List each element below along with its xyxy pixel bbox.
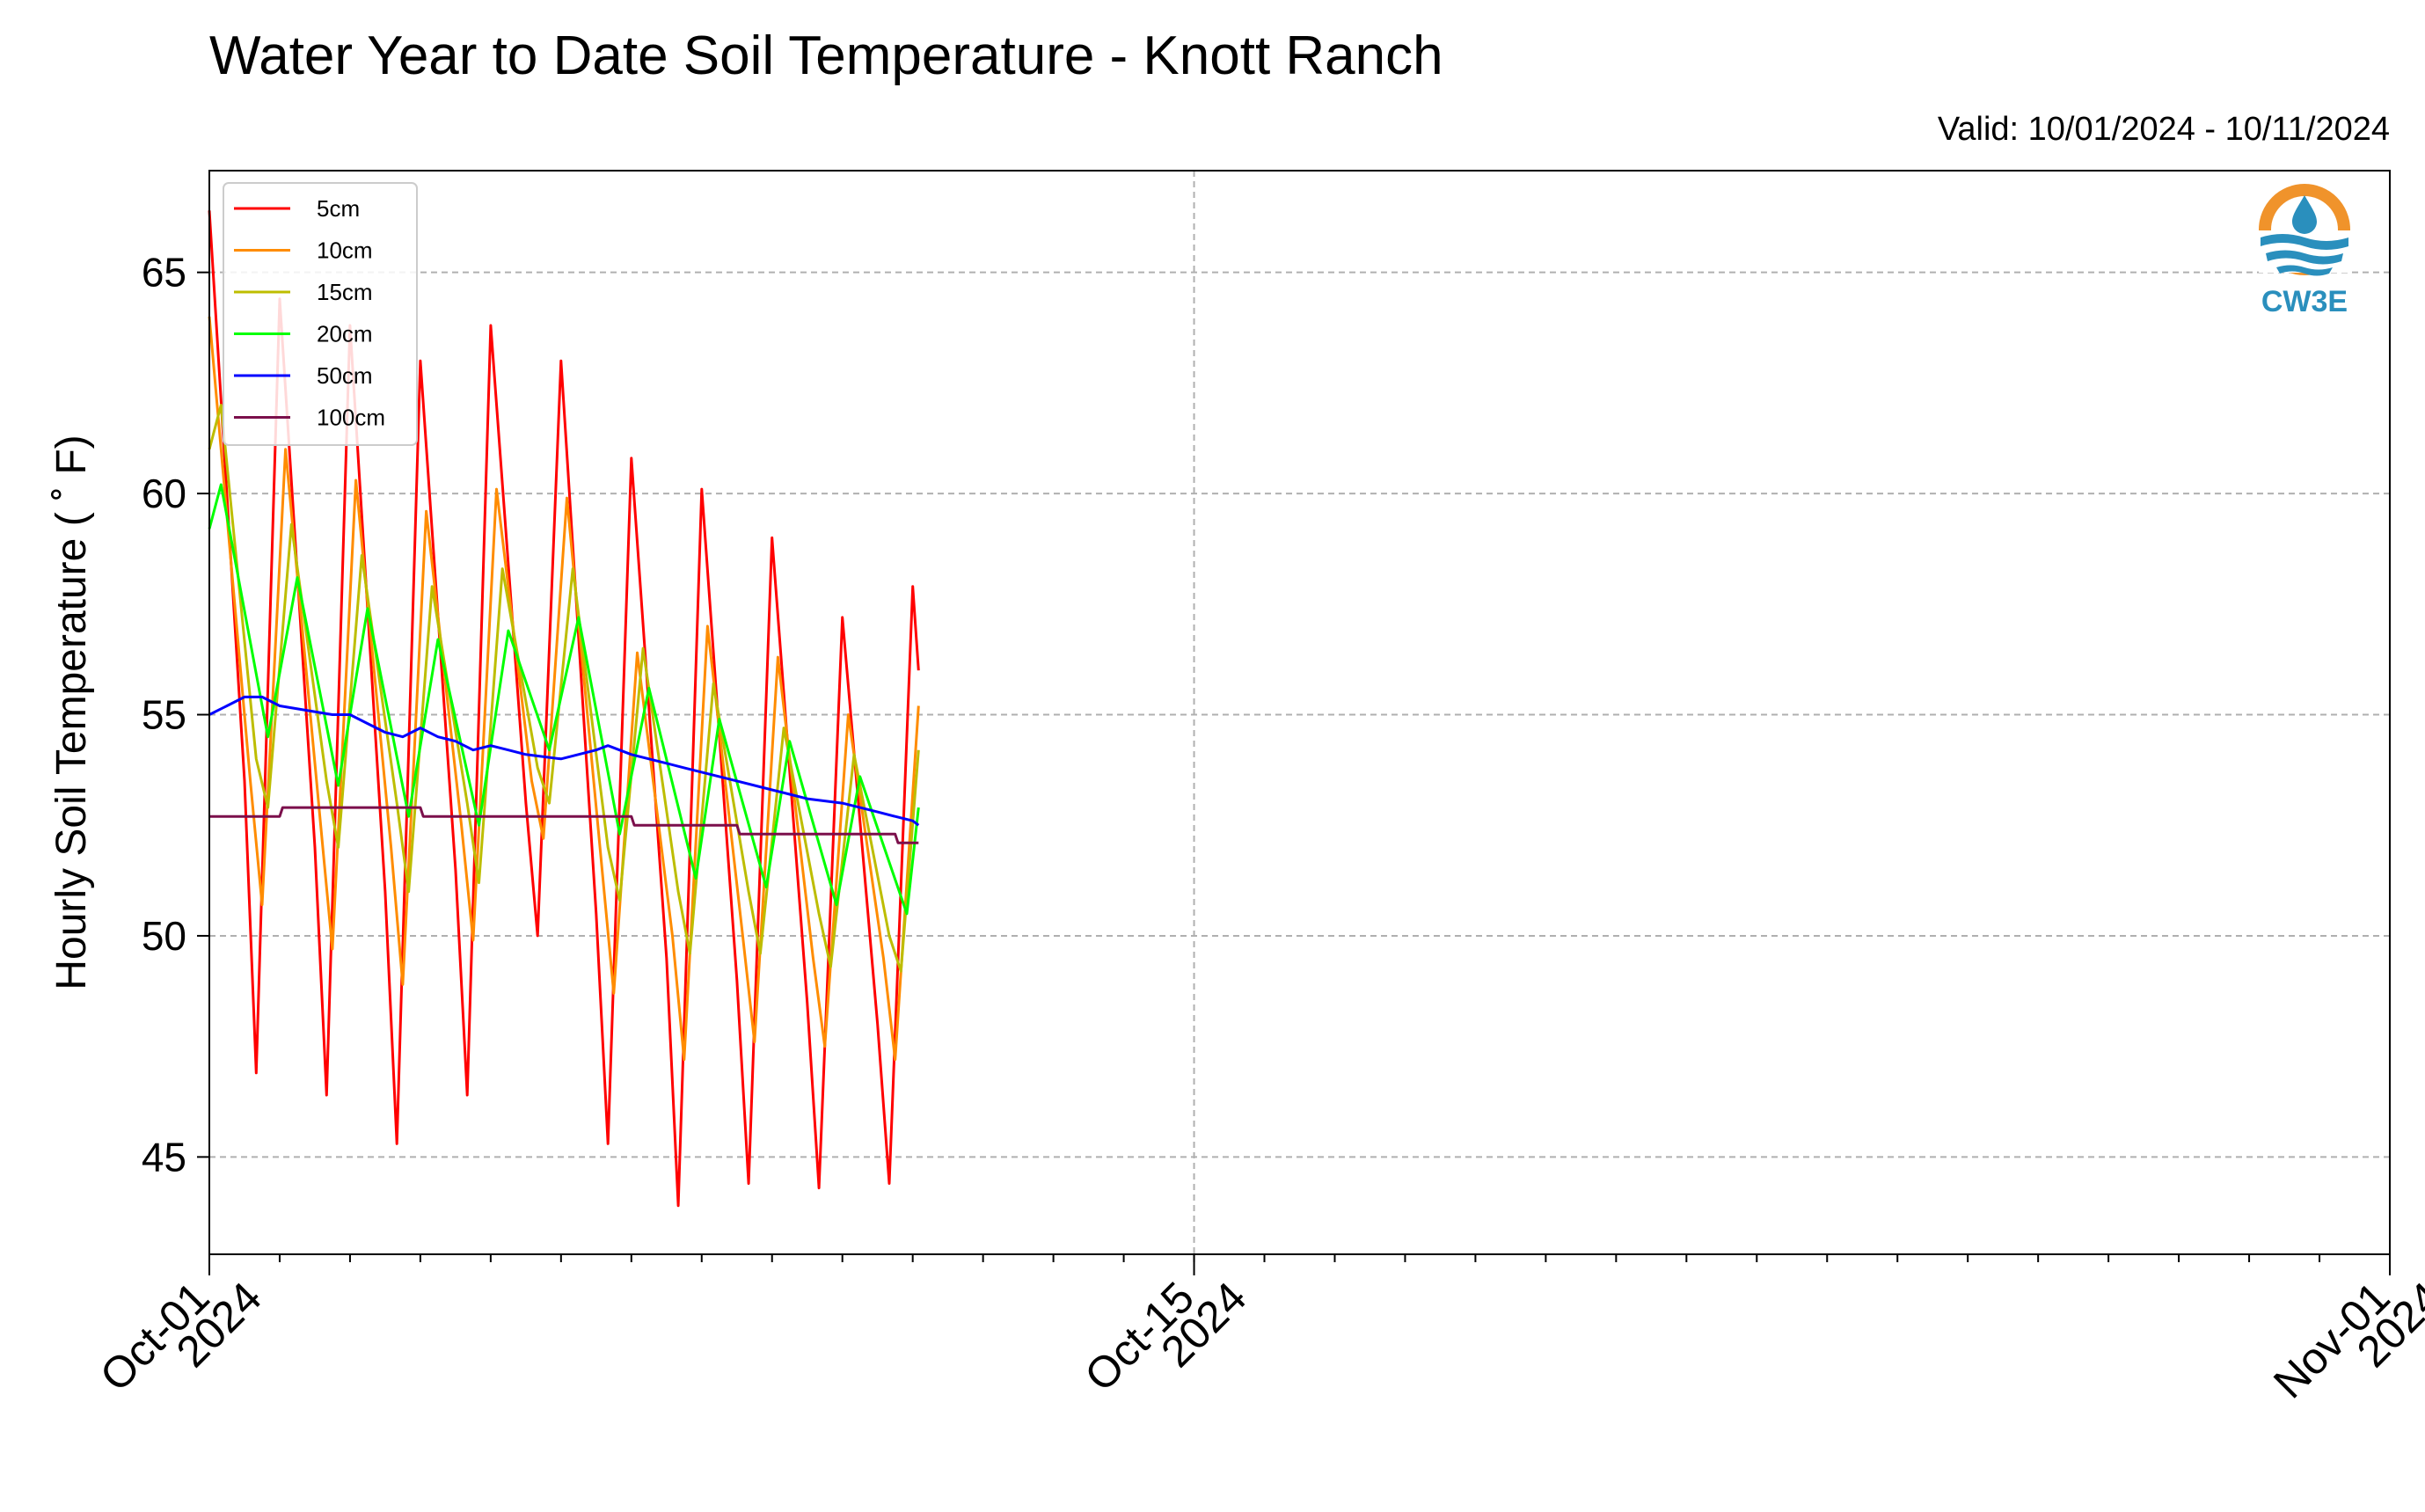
y-axis-ticks: 45 50 55 60 65 [142,250,209,1180]
logo-wave-2 [2266,250,2343,265]
cw3e-logo: CW3E [2259,184,2350,318]
y-tick-label: 60 [142,471,186,516]
legend-label-15cm: 15cm [317,279,373,305]
valid-date-range: Valid: 10/01/2024 - 10/11/2024 [1938,111,2390,148]
logo-text: CW3E [2261,285,2348,318]
logo-wave-3 [2276,265,2333,276]
legend-label-100cm: 100cm [317,405,385,431]
chart-title: Water Year to Date Soil Temperature - Kn… [209,26,1443,86]
series-line-10cm [208,316,920,1062]
legend-label-20cm: 20cm [317,321,373,347]
water-drop-icon [2292,195,2317,234]
legend-label-50cm: 50cm [317,362,373,389]
grid-lines [209,171,2390,1254]
series-line-100cm [209,806,919,844]
series-line-20cm [208,483,920,916]
logo-wave-1 [2261,234,2348,250]
series-lines [208,210,920,1208]
series-line-5cm [208,210,920,1208]
y-tick-label: 65 [142,250,186,296]
y-axis-label: Hourly Soil Temperature ( ˚ F) [48,435,95,990]
y-tick-label: 45 [142,1134,186,1180]
legend-label-10cm: 10cm [317,237,373,264]
legend-frame [223,182,418,446]
legend-label-5cm: 5cm [317,195,360,222]
y-tick-label: 55 [142,692,186,738]
series-line-15cm [208,404,920,973]
legend: 5cm 10cm 15cm 20cm 50cm 100cm [223,182,418,446]
plot-area-frame [208,170,2391,1255]
y-tick-label: 50 [142,913,186,959]
series-line-50cm [208,695,920,827]
